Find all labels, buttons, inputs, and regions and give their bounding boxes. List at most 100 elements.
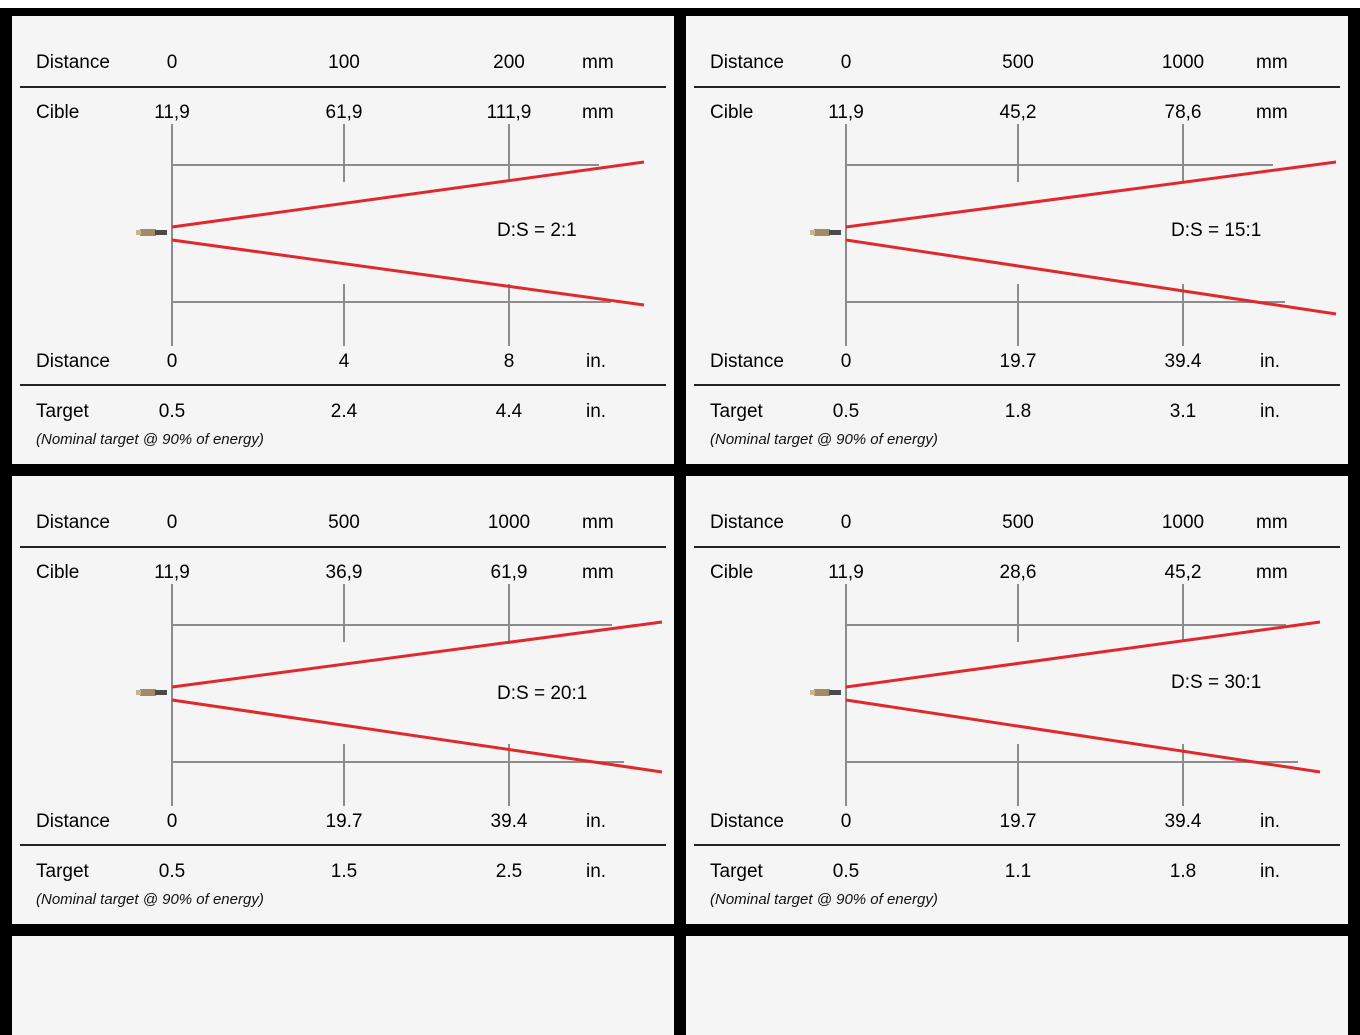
target-mm-label: Cible (710, 102, 754, 123)
unit-in: in. (1260, 351, 1281, 372)
unit-mm: mm (1256, 562, 1288, 583)
diagram-cell (0, 928, 680, 1035)
target-in-label: Target (710, 861, 763, 882)
spot-size-panel: Distance Cible Distance Target 0 11,9 0 0.5 100 6… (12, 16, 674, 464)
target-mm-value: 36,9 (325, 562, 363, 583)
pyrometer-head-icon (136, 689, 167, 696)
distance-in-value: 0 (166, 811, 178, 832)
unit-in: in. (1260, 401, 1281, 422)
sensor-body (140, 689, 156, 696)
distance-mm-value: 500 (1002, 52, 1034, 73)
unit-mm: mm (582, 52, 614, 73)
distance-mm-label: Distance (36, 512, 110, 533)
sensor-lens (829, 230, 841, 235)
target-in-value: 0.5 (158, 401, 186, 422)
ratio-label: D:S = 15:1 (1171, 220, 1262, 241)
ratio-label: D:S = 30:1 (1171, 672, 1262, 693)
distance-in-label: Distance (36, 811, 110, 832)
sensor-lens (155, 690, 167, 695)
distance-mm-value: 0 (840, 52, 852, 73)
spot-size-panel: Distance Cible Distance Target 0 11,9 0 0.5 500 4… (686, 16, 1348, 464)
lower-beam-edge (845, 698, 1321, 774)
upper-beam-edge (845, 620, 1321, 689)
unit-mm: mm (582, 562, 614, 583)
target-in-label: Target (36, 401, 89, 422)
ratio-label: D:S = 20:1 (497, 683, 588, 704)
target-mm-value: 78,6 (1164, 102, 1202, 123)
distance-in-value: 4 (338, 351, 350, 372)
unit-mm: mm (582, 102, 614, 123)
distance-in-value: 39.4 (1164, 351, 1202, 372)
target-in-value: 3.1 (1169, 401, 1197, 422)
nominal-target-note: (Nominal target @ 90% of energy) (710, 891, 938, 908)
target-mm-value: 28,6 (999, 562, 1037, 583)
unit-mm: mm (1256, 52, 1288, 73)
target-in-label: Target (36, 861, 89, 882)
distance-in-value: 8 (503, 351, 515, 372)
pyrometer-head-icon (810, 689, 841, 696)
target-in-value: 1.5 (330, 861, 358, 882)
pyrometer-head-icon (136, 229, 167, 236)
distance-in-value: 19.7 (999, 811, 1037, 832)
target-mm-value: 61,9 (325, 102, 363, 123)
nominal-target-note: (Nominal target @ 90% of energy) (710, 431, 938, 448)
upper-beam-edge (171, 160, 645, 229)
sensor-cap (810, 690, 815, 695)
distance-in-value: 39.4 (490, 811, 528, 832)
target-mm-value: 11,9 (828, 562, 864, 583)
sensor-body (814, 229, 830, 236)
unit-in: in. (1260, 811, 1281, 832)
target-in-value: 2.5 (495, 861, 523, 882)
target-mm-value: 11,9 (154, 562, 190, 583)
beam-diagram (694, 86, 1340, 386)
empty-panel (686, 936, 1348, 1035)
diagram-cell (680, 928, 1360, 1035)
spot-size-panel: Distance Cible Distance Target 0 11,9 0 0.5 500 3… (12, 476, 674, 924)
sensor-cap (136, 690, 141, 695)
unit-in: in. (586, 351, 607, 372)
distance-mm-value: 100 (328, 52, 360, 73)
distance-mm-value: 1000 (487, 512, 531, 533)
sensor-lens (155, 230, 167, 235)
target-mm-value: 11,9 (154, 102, 190, 123)
distance-mm-value: 1000 (1161, 52, 1205, 73)
distance-in-label: Distance (710, 351, 784, 372)
target-mm-label: Cible (36, 562, 80, 583)
sensor-body (140, 229, 156, 236)
lower-beam-edge (171, 238, 645, 307)
beam-diagram (20, 546, 666, 846)
distance-in-value: 19.7 (999, 351, 1037, 372)
target-mm-value: 61,9 (490, 562, 528, 583)
distance-in-value: 19.7 (325, 811, 363, 832)
target-in-value: 0.5 (832, 861, 860, 882)
upper-beam-edge (845, 160, 1337, 229)
distance-mm-value: 0 (840, 512, 852, 533)
distance-in-value: 0 (840, 811, 852, 832)
sensor-cap (136, 230, 141, 235)
distance-in-value: 0 (166, 351, 178, 372)
distance-mm-value: 1000 (1161, 512, 1205, 533)
empty-panel (12, 936, 674, 1035)
unit-in: in. (586, 811, 607, 832)
beam-diagram (694, 546, 1340, 846)
upper-beam-edge (171, 620, 663, 689)
target-in-value: 0.5 (158, 861, 186, 882)
target-mm-value: 111,9 (486, 102, 532, 123)
distance-in-label: Distance (36, 351, 110, 372)
ratio-label: D:S = 2:1 (497, 220, 577, 241)
unit-in: in. (586, 401, 607, 422)
diagram-cell: Distance Cible Distance Target 0 11,9 0 0.5 500 2… (680, 468, 1360, 928)
target-in-value: 0.5 (832, 401, 860, 422)
unit-mm: mm (1256, 512, 1288, 533)
distance-mm-label: Distance (36, 52, 110, 73)
distance-in-value: 39.4 (1164, 811, 1202, 832)
distance-in-label: Distance (710, 811, 784, 832)
distance-mm-value: 0 (166, 512, 178, 533)
distance-mm-value: 500 (328, 512, 360, 533)
distance-mm-label: Distance (710, 52, 784, 73)
unit-mm: mm (1256, 102, 1288, 123)
diagram-cell: Distance Cible Distance Target 0 11,9 0 0.5 100 6… (0, 8, 680, 468)
sensor-cap (810, 230, 815, 235)
target-in-value: 1.1 (1004, 861, 1032, 882)
